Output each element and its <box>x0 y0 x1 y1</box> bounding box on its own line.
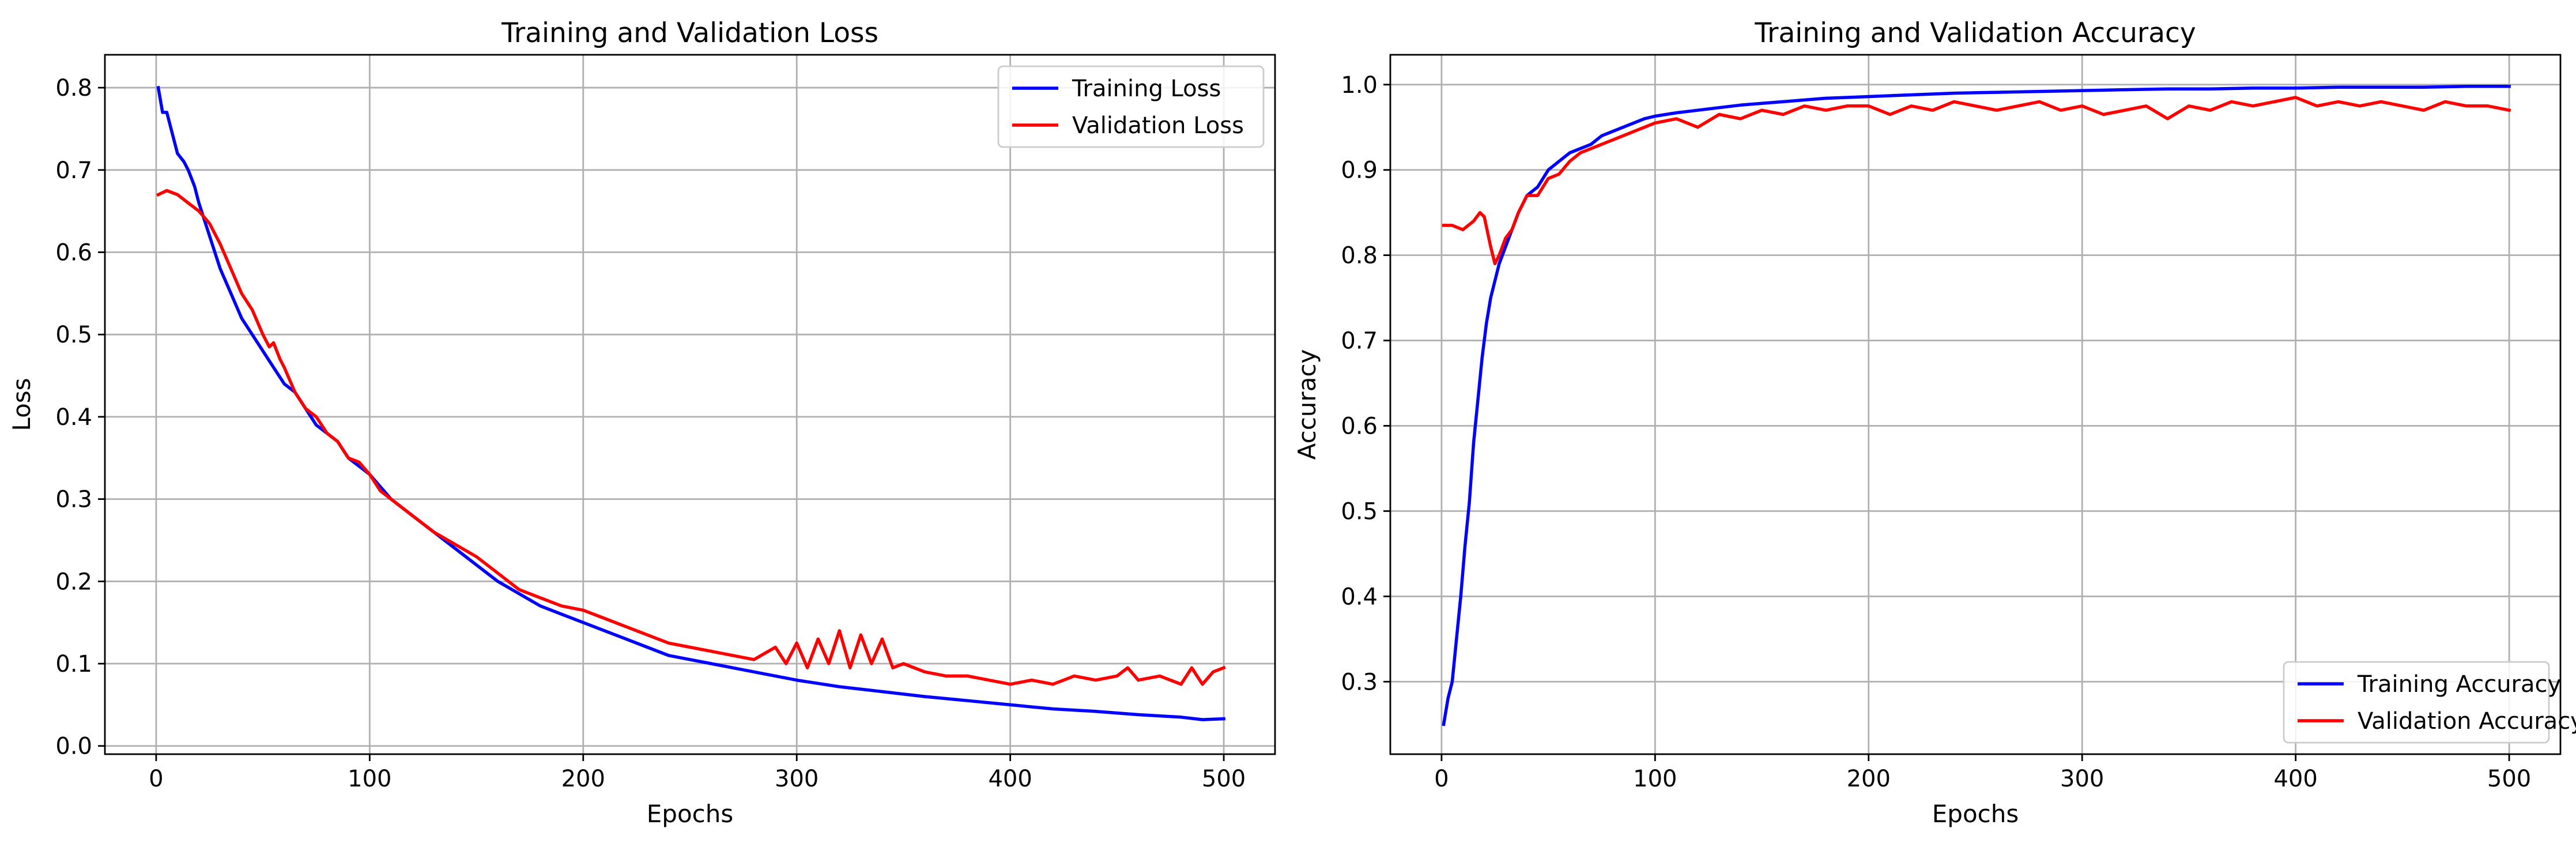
y-tick-label: 0.5 <box>1341 498 1378 525</box>
axes-frame <box>1389 54 2562 755</box>
y-tick-label: 0.1 <box>55 651 92 677</box>
x-tick-label: 200 <box>1847 766 1891 792</box>
x-tick-label: 200 <box>561 766 605 792</box>
y-tick-label: 0.5 <box>55 322 92 348</box>
axes-frame <box>104 54 1276 755</box>
y-tick-label: 0.8 <box>1341 243 1378 269</box>
legend-label: Training Loss <box>1072 76 1221 102</box>
y-tick-label: 0.2 <box>55 569 92 595</box>
y-tick-label: 0.4 <box>55 404 92 431</box>
x-tick-label: 100 <box>348 766 391 792</box>
legend-box <box>2283 661 2550 744</box>
y-axis-label: Loss <box>7 378 36 431</box>
x-tick-label: 0 <box>149 766 163 792</box>
legend: Training Loss Validation Loss <box>997 65 1265 148</box>
legend-label: Validation Accuracy <box>2358 708 2576 735</box>
y-tick-label: 0.6 <box>55 239 92 266</box>
series-line-training-loss <box>156 85 1225 721</box>
x-tick-label: 0 <box>1434 766 1449 792</box>
series-line-training-accuracy <box>1442 84 2511 726</box>
chart-panel-1: 0 100 200 300 400 500 0.0 0.1 0.2 0.3 0.4 0.5 0.6 0.7… <box>7 17 1276 828</box>
x-tick-label: 400 <box>988 766 1032 792</box>
y-tick-label: 0.3 <box>1341 669 1378 695</box>
chart-title: Training and Validation Accuracy <box>1754 17 2196 49</box>
x-axis-label: Epochs <box>1932 800 2019 828</box>
x-tick-label: 400 <box>2273 766 2317 792</box>
y-tick-label: 0.6 <box>1341 413 1378 439</box>
y-tick-label: 0.7 <box>55 157 92 184</box>
y-tick-label: 0.0 <box>55 733 92 760</box>
x-tick-label: 100 <box>1633 766 1677 792</box>
y-tick-label: 0.4 <box>1341 584 1378 610</box>
y-tick-label: 0.7 <box>1341 328 1378 355</box>
legend: Training Accuracy Validation Accuracy <box>2283 661 2576 744</box>
legend-label: Validation Loss <box>1072 112 1244 139</box>
x-tick-label: 300 <box>775 766 819 792</box>
chart-panel-2: 0 100 200 300 400 500 0.3 0.4 0.5 0.6 0.7 0.8 0.9 1.0… <box>1293 17 2576 828</box>
legend-label: Training Accuracy <box>2357 671 2561 698</box>
y-tick-label: 0.8 <box>55 75 92 101</box>
y-tick-label: 0.9 <box>1341 157 1378 184</box>
x-tick-label: 500 <box>1202 766 1246 792</box>
y-tick-label: 0.3 <box>55 487 92 513</box>
chart-title: Training and Validation Loss <box>501 17 878 49</box>
y-tick-label: 1.0 <box>1341 72 1378 99</box>
legend-box <box>997 65 1265 148</box>
series-line-validation-loss <box>156 189 1226 686</box>
x-axis-label: Epochs <box>647 800 734 828</box>
series-line-validation-accuracy <box>1442 96 2511 266</box>
y-axis-label: Accuracy <box>1293 349 1321 460</box>
x-tick-label: 500 <box>2487 766 2531 792</box>
x-tick-label: 300 <box>2060 766 2104 792</box>
